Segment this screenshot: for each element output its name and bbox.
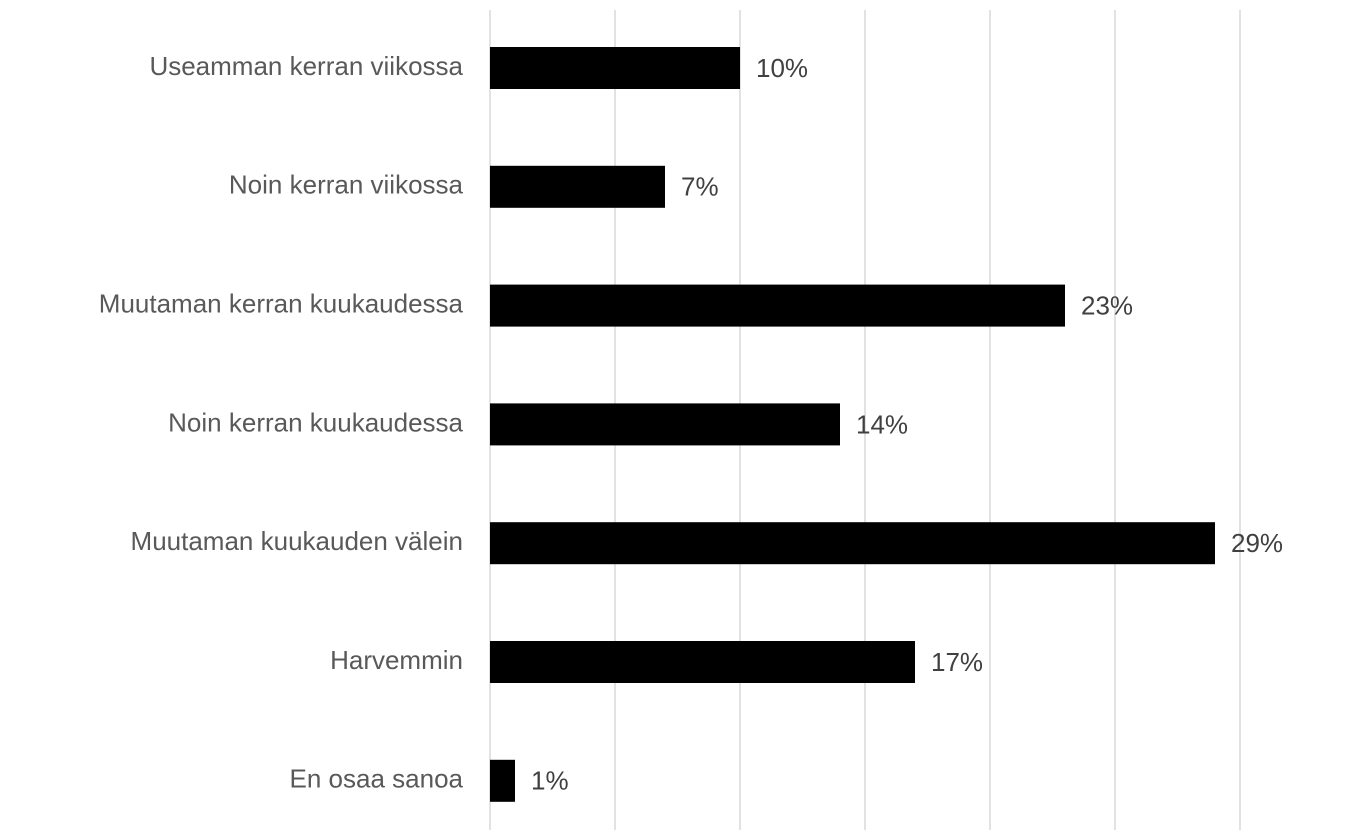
bar	[490, 403, 840, 446]
bar	[490, 522, 1215, 565]
data-label: 1%	[531, 766, 569, 796]
category-label: En osaa sanoa	[290, 764, 464, 794]
category-label: Muutaman kuukauden välein	[131, 526, 463, 556]
data-label: 29%	[1231, 528, 1283, 558]
category-label: Noin kerran kuukaudessa	[168, 407, 463, 437]
bar	[490, 47, 740, 89]
data-label: 23%	[1081, 290, 1133, 320]
bar	[490, 641, 915, 683]
data-label: 14%	[856, 409, 908, 439]
bar	[490, 284, 1065, 327]
category-label: Harvemmin	[330, 645, 463, 675]
bar	[490, 759, 515, 802]
data-label: 7%	[681, 172, 719, 202]
category-label: Useamman kerran viikossa	[149, 51, 463, 81]
data-label: 17%	[931, 647, 983, 677]
bar	[490, 165, 665, 208]
category-label: Noin kerran viikossa	[229, 170, 464, 200]
data-label: 10%	[756, 53, 808, 83]
category-label: Muutaman kerran kuukaudessa	[99, 288, 464, 318]
